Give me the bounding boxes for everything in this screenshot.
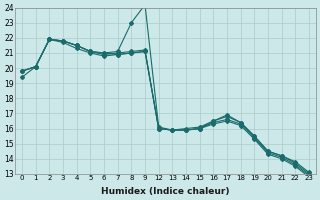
X-axis label: Humidex (Indice chaleur): Humidex (Indice chaleur)	[101, 187, 230, 196]
